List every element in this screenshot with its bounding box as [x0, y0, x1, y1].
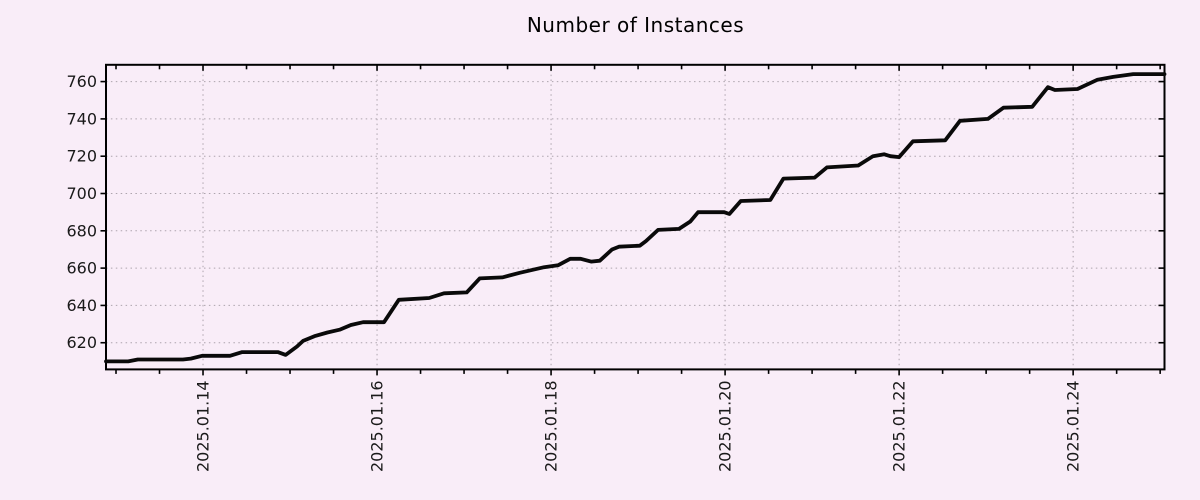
x-tick-label: 2025.01.16: [368, 380, 387, 472]
y-tick-label: 700: [66, 184, 97, 203]
y-tick-label: 620: [66, 333, 97, 352]
x-tick-label: 2025.01.14: [194, 380, 213, 472]
y-tick-label: 760: [66, 72, 97, 91]
x-tick-label: 2025.01.18: [542, 380, 561, 472]
x-tick-label: 2025.01.24: [1064, 380, 1083, 472]
y-tick-label: 640: [66, 296, 97, 315]
y-tick-label: 740: [66, 109, 97, 128]
y-tick-label: 660: [66, 259, 97, 278]
y-tick-label: 720: [66, 147, 97, 166]
x-tick-label: 2025.01.20: [716, 380, 735, 472]
x-tick-label: 2025.01.22: [890, 380, 909, 472]
chart-title: Number of Instances: [526, 13, 745, 37]
plot-border: [105, 63, 1166, 371]
y-tick-label: 680: [66, 221, 97, 240]
data-line-instances: [104, 72, 1167, 364]
